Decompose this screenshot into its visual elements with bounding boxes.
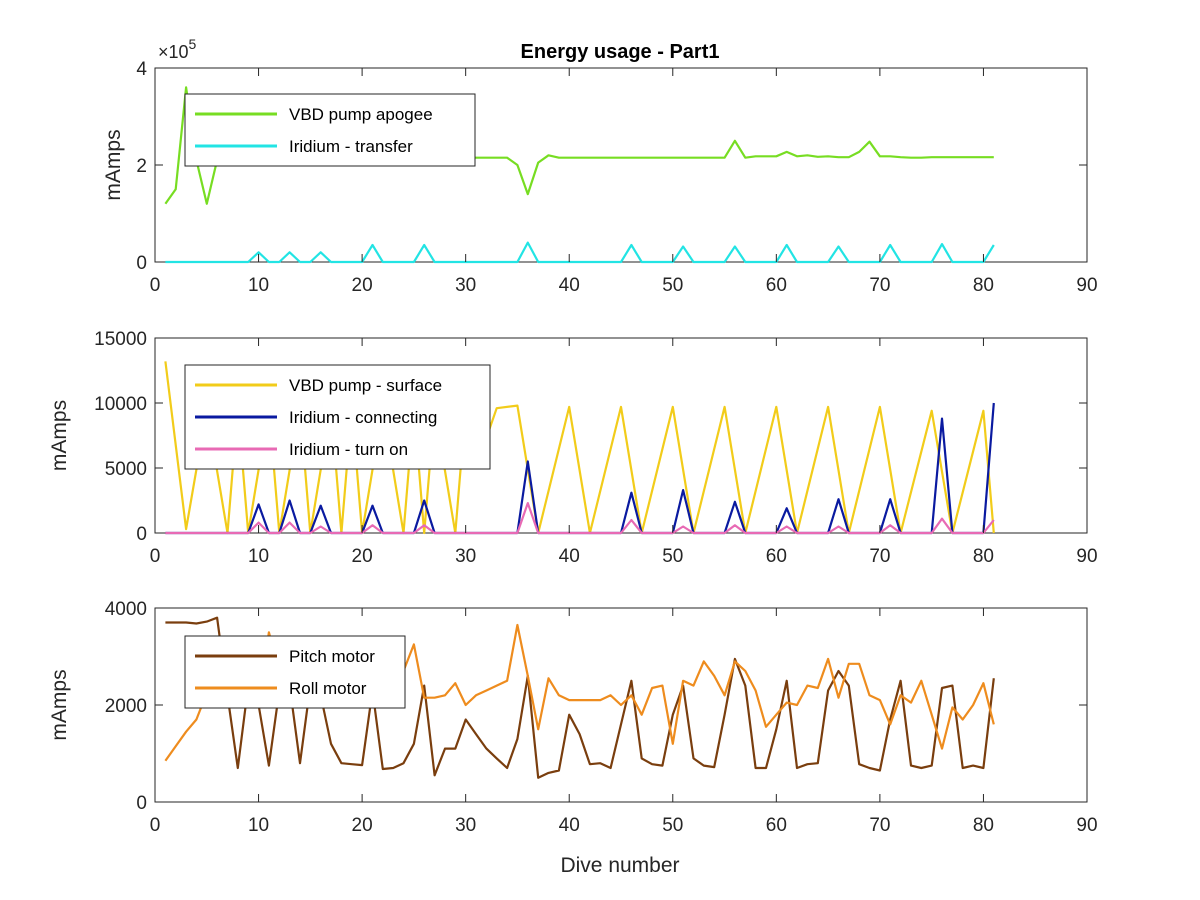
x-tick-label: 30 [455, 275, 476, 296]
x-tick-label: 10 [248, 275, 269, 296]
x-tick-label: 60 [766, 546, 787, 567]
y-tick-label: 15000 [94, 329, 147, 350]
x-tick-label: 90 [1076, 546, 1097, 567]
x-tick-label: 20 [352, 275, 373, 296]
x-tick-label: 10 [248, 815, 269, 836]
x-tick-label: 30 [455, 815, 476, 836]
x-tick-label: 80 [973, 815, 994, 836]
x-tick-label: 50 [662, 815, 683, 836]
x-tick-label: 50 [662, 275, 683, 296]
y-tick-label: 5000 [105, 459, 147, 480]
legend: VBD pump - surface Iridium - connecting Ir… [184, 364, 491, 470]
subplot-1: 0 10 20 30 40 50 60 70 80 90 0 2 4 mAmps ×105 VBD pump … [102, 36, 1098, 296]
y-exponent-label: ×105 [158, 36, 197, 62]
legend-entry: Pitch motor [289, 647, 375, 666]
y-tick-label: 2 [136, 156, 147, 177]
legend: VBD pump apogee Iridium - transfer [184, 93, 476, 167]
x-tick-label: 10 [248, 546, 269, 567]
x-tick-label: 70 [869, 275, 890, 296]
x-tick-label: 60 [766, 815, 787, 836]
x-tick-label: 70 [869, 815, 890, 836]
x-tick-label: 20 [352, 546, 373, 567]
legend-entry: Iridium - connecting [289, 408, 437, 427]
y-axis-label: mAmps [48, 400, 71, 471]
legend-box [184, 93, 476, 167]
x-tick-label: 30 [455, 546, 476, 567]
x-tick-label: 70 [869, 546, 890, 567]
series-line-3 [165, 502, 995, 535]
legend-entry: VBD pump - surface [289, 376, 442, 395]
x-tick-label: 80 [973, 546, 994, 567]
x-tick-label: 40 [559, 546, 580, 567]
legend-entry: Roll motor [289, 679, 367, 698]
y-tick-label: 2000 [105, 696, 147, 717]
x-tick-label: 80 [973, 275, 994, 296]
subplot-2: 0 10 20 30 40 50 60 70 80 90 0 5000 10000 15000 mAmps V… [48, 329, 1098, 567]
legend-entry: Iridium - turn on [289, 440, 408, 459]
y-axis-label: mAmps [102, 129, 125, 200]
x-tick-label: 20 [352, 815, 373, 836]
legend: Pitch motor Roll motor [184, 635, 406, 709]
x-tick-label: 90 [1076, 275, 1097, 296]
y-tick-label: 4000 [105, 599, 147, 620]
subplot-3: 0 10 20 30 40 50 60 70 80 90 0 2000 4000 mAmps Pitch m… [48, 599, 1098, 836]
y-tick-label: 0 [136, 253, 147, 274]
x-axis-label: Dive number [560, 854, 679, 877]
y-tick-label: 4 [136, 59, 147, 80]
x-tick-label: 0 [150, 275, 161, 296]
x-tick-label: 90 [1076, 815, 1097, 836]
y-tick-label: 10000 [94, 394, 147, 415]
x-tick-label: 0 [150, 546, 161, 567]
legend-entry: Iridium - transfer [289, 137, 413, 156]
x-tick-label: 60 [766, 275, 787, 296]
legend-box [184, 635, 406, 709]
x-tick-label: 40 [559, 815, 580, 836]
chart-title: Energy usage - Part1 [521, 41, 720, 63]
y-axis-label: mAmps [48, 669, 71, 740]
y-tick-label: 0 [136, 793, 147, 814]
legend-entry: VBD pump apogee [289, 105, 433, 124]
subplots: 0 10 20 30 40 50 60 70 80 90 0 2 4 mAmps ×105 VBD pump … [48, 36, 1098, 836]
y-tick-label: 0 [136, 524, 147, 545]
series-line-1 [165, 616, 995, 779]
x-tick-label: 0 [150, 815, 161, 836]
x-tick-label: 40 [559, 275, 580, 296]
x-tick-label: 50 [662, 546, 683, 567]
